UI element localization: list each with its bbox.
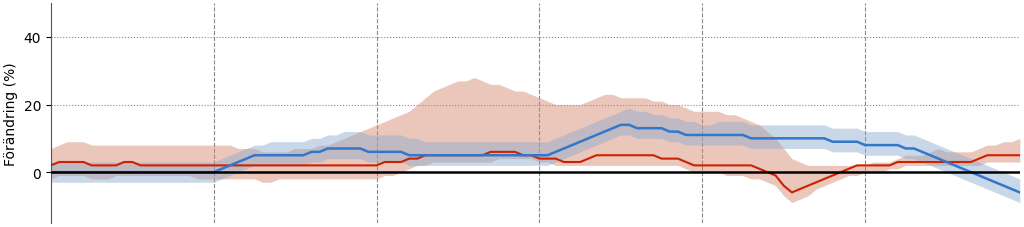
Y-axis label: Förändring (%): Förändring (%) [4, 62, 18, 165]
